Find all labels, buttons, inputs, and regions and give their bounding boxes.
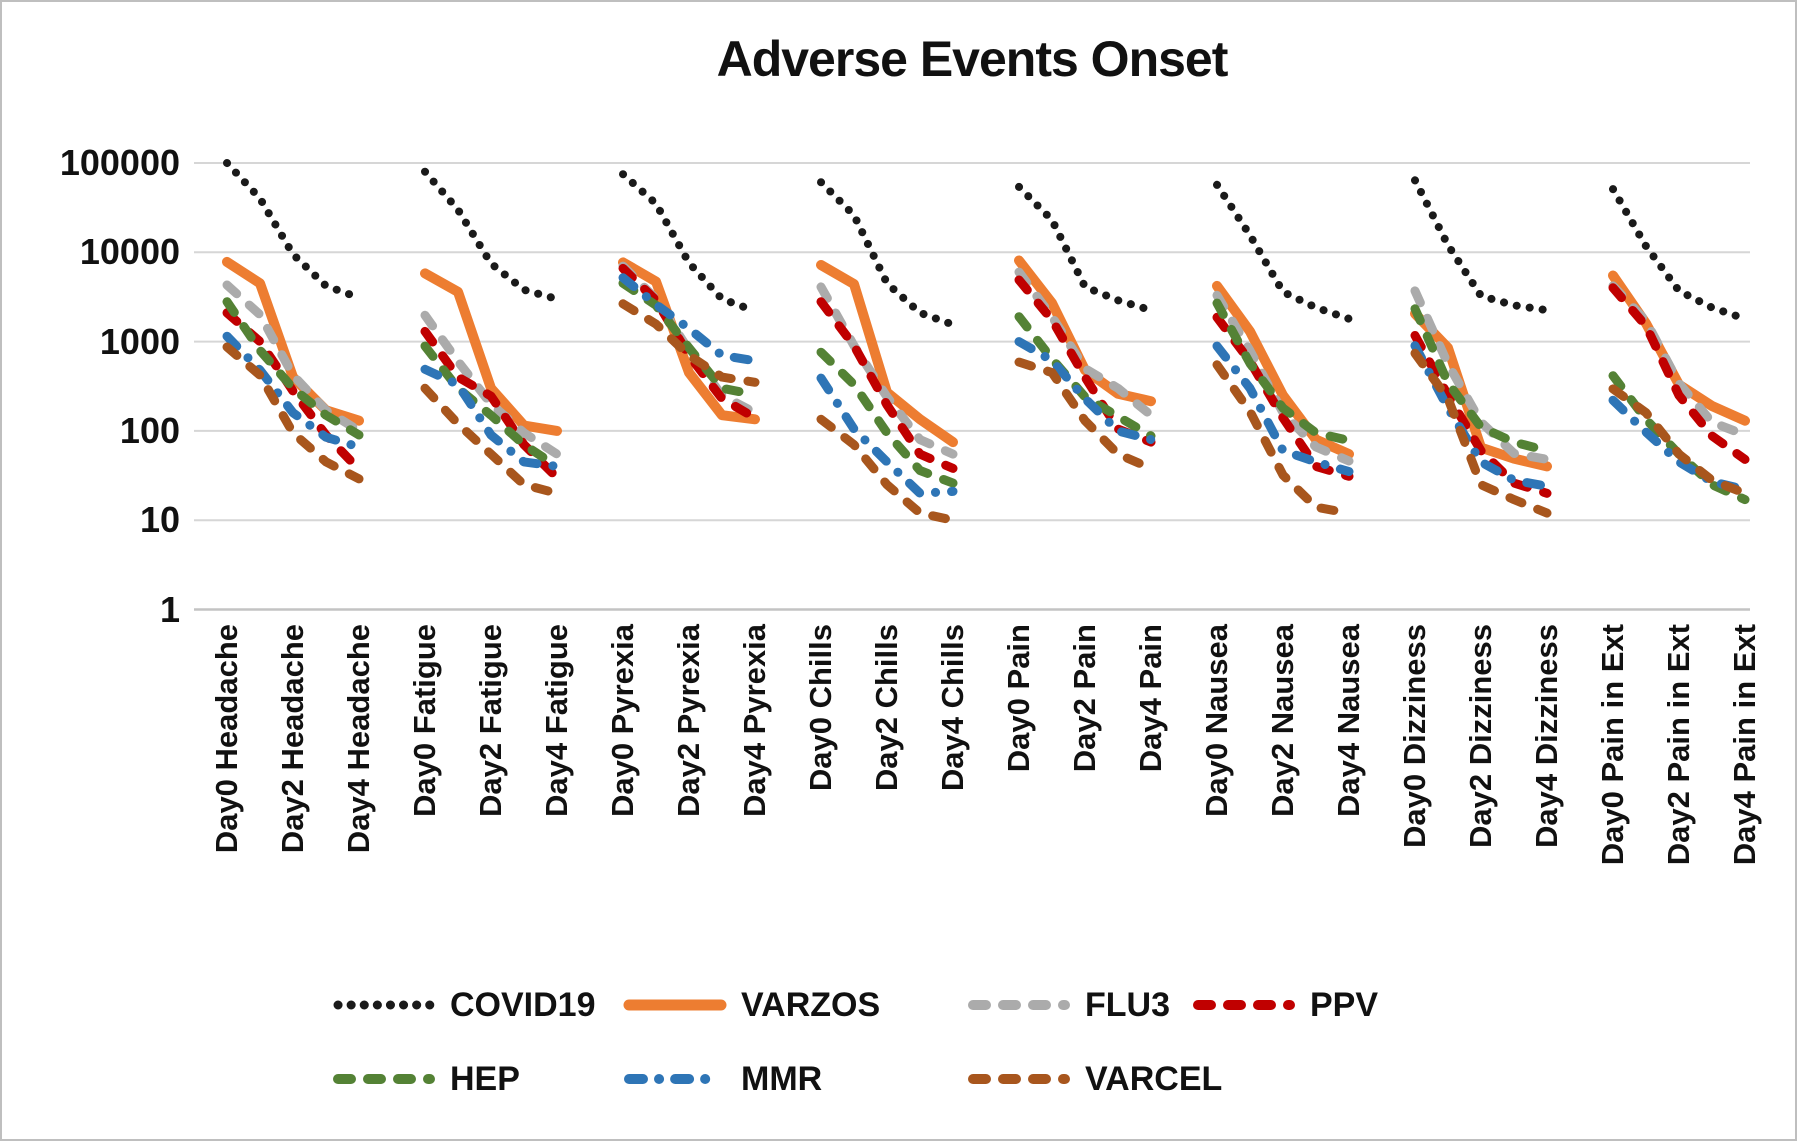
series-segment-chills <box>816 373 958 498</box>
series-segment-fatigue <box>421 167 561 303</box>
series-segment-nausea <box>1212 360 1354 518</box>
y-tick-label-1: 1 <box>159 588 180 630</box>
x-tick-label: Day2 Pain in Ext <box>1661 624 1696 866</box>
x-tick-label: Day2 Pyrexia <box>671 624 706 818</box>
x-tick-label: Day4 Dizziness <box>1529 624 1564 848</box>
series-segment-headache <box>223 159 363 302</box>
y-tick-label-10: 10 <box>139 499 180 541</box>
series-hep <box>222 278 1750 505</box>
series-segment-pain-in-ext <box>1609 185 1749 323</box>
y-tick-label-10000: 10000 <box>79 231 180 273</box>
x-tick-label: Day2 Dizziness <box>1463 624 1498 848</box>
x-tick-label: Day4 Fatigue <box>539 624 574 817</box>
series-segment-pyrexia <box>618 263 760 423</box>
series-segment-pain <box>1015 182 1155 315</box>
legend-label-varzos: VARZOS <box>741 986 881 1024</box>
legend-label-covid19: COVID19 <box>450 986 596 1024</box>
series-varzos <box>222 255 1750 472</box>
series-segment-nausea <box>1213 180 1353 323</box>
series-segment-pain <box>1014 312 1156 441</box>
series-segment-pain-in-ext <box>1608 384 1750 498</box>
legend-label-hep: HEP <box>450 1060 520 1098</box>
series-segment-nausea <box>1212 280 1354 460</box>
x-tick-label: Day0 Pyrexia <box>605 624 640 818</box>
x-tick-label: Day0 Dizziness <box>1397 624 1432 848</box>
series-segment-pyrexia <box>618 273 760 366</box>
series-segment-chills <box>816 297 958 473</box>
x-tick-label: Day2 Fatigue <box>473 624 508 817</box>
series-segment-chills <box>816 347 958 488</box>
series-segment-dizziness <box>1410 348 1552 518</box>
series-segment-dizziness <box>1410 304 1552 456</box>
series-segment-fatigue <box>420 268 562 436</box>
y-tick-label-100000: 100000 <box>59 142 180 183</box>
series-segment-headache <box>222 280 364 436</box>
x-tick-label: Day2 Chills <box>869 624 904 792</box>
x-tick-label: Day2 Nausea <box>1265 624 1300 818</box>
legend-label-mmr: MMR <box>741 1060 823 1098</box>
legend-label-flu3: FLU3 <box>1085 986 1170 1024</box>
series-segment-fatigue <box>420 310 562 459</box>
series-segment-nausea <box>1212 341 1354 477</box>
x-tick-label: Day0 Nausea <box>1199 624 1234 818</box>
series-segment-pyrexia <box>618 257 760 425</box>
x-tick-label: Day4 Chills <box>935 624 970 792</box>
series-segment-chills <box>816 414 958 525</box>
series-segment-pain <box>1014 337 1156 445</box>
x-tick-label: Day2 Headache <box>275 624 310 854</box>
x-tick-label: Day4 Pyrexia <box>737 624 772 818</box>
series-segment-headache <box>222 297 364 440</box>
series-segment-dizziness <box>1410 331 1552 498</box>
series-segment-fatigue <box>420 341 562 471</box>
series-varcel <box>222 299 1750 525</box>
y-tick-label-100: 100 <box>119 409 180 451</box>
series-covid19 <box>223 159 1749 329</box>
x-tick-label: Day2 Pain <box>1067 624 1102 773</box>
series-segment-headache <box>222 342 364 484</box>
x-tick-label: Day0 Chills <box>803 624 838 792</box>
x-tick-label: Day4 Pain in Ext <box>1727 624 1762 866</box>
series-segment-fatigue <box>420 364 562 471</box>
x-tick-label: Day0 Pain in Ext <box>1595 624 1630 866</box>
series-segment-nausea <box>1212 298 1354 445</box>
series-segment-headache <box>222 256 364 426</box>
chart-title: Adverse Events Onset <box>716 31 1229 87</box>
series-segment-headache <box>222 331 364 452</box>
series-segment-dizziness <box>1411 176 1551 315</box>
series-segment-pyrexia <box>618 299 760 387</box>
x-tick-label: Day0 Headache <box>209 624 244 854</box>
x-tick-label: Day4 Pain <box>1133 624 1168 773</box>
series-segment-pyrexia <box>619 170 759 315</box>
series-segment-fatigue <box>420 383 562 498</box>
x-tick-label: Day0 Fatigue <box>407 624 442 817</box>
x-tick-label: Day4 Headache <box>341 624 376 854</box>
series-segment-chills <box>817 178 957 329</box>
series-segment-pain-in-ext <box>1608 283 1750 464</box>
series-segment-pain <box>1014 357 1156 473</box>
series-segment-nausea <box>1212 312 1354 481</box>
y-tick-label-1000: 1000 <box>99 320 180 362</box>
series-segment-chills <box>816 260 958 448</box>
x-tick-label: Day4 Nausea <box>1331 624 1366 818</box>
legend-label-varcel: VARCEL <box>1085 1060 1223 1098</box>
legend-label-ppv: PPV <box>1310 986 1379 1024</box>
x-tick-label: Day0 Pain <box>1001 624 1036 773</box>
series-segment-fatigue <box>420 326 562 483</box>
